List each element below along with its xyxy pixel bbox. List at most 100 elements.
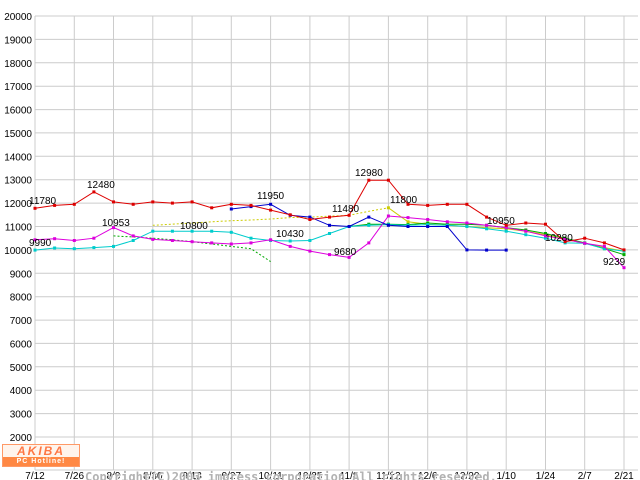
series-marker-magenta: [622, 266, 626, 270]
series-marker-magenta: [583, 241, 587, 245]
series-marker-blue: [426, 225, 430, 228]
x-axis-label: 9/13: [182, 471, 202, 480]
series-marker-yellow: [406, 220, 410, 224]
series-marker-cyan: [524, 233, 528, 237]
series-marker-red: [367, 178, 371, 182]
series-marker-magenta: [210, 241, 214, 245]
series-marker-red: [33, 206, 37, 210]
y-axis-label: 18000: [4, 59, 32, 70]
series-marker-red: [347, 213, 351, 217]
series-marker-magenta: [504, 226, 508, 230]
series-marker-cyan: [485, 227, 489, 231]
series-marker-red: [602, 241, 606, 245]
series-red: [34, 179, 625, 251]
series-marker-cyan: [249, 236, 253, 240]
series-marker-red: [190, 200, 194, 204]
x-axis-label: 8/30: [143, 471, 163, 480]
series-marker-blue: [504, 248, 508, 252]
y-axis-label: 2000: [10, 433, 33, 444]
y-axis-label: 14000: [4, 152, 32, 163]
series-marker-red: [406, 202, 410, 206]
series-marker-red: [328, 215, 331, 219]
series-marker-red: [92, 190, 96, 194]
series-marker-red: [131, 202, 135, 206]
x-axis-label: 7/12: [25, 471, 45, 480]
price-label: 10280: [545, 233, 573, 244]
y-axis-label: 11000: [5, 223, 33, 234]
series-marker-cyan: [367, 223, 371, 227]
series-marker-cyan: [170, 229, 174, 233]
series-marker-blue: [269, 202, 273, 206]
series-marker-cyan: [112, 244, 115, 248]
price-label: 11800: [390, 195, 418, 206]
series-marker-magenta: [524, 229, 528, 233]
series-marker-red: [622, 248, 626, 252]
series-marker-magenta: [72, 239, 76, 242]
series-marker-magenta: [386, 214, 390, 218]
series-marker-magenta: [308, 249, 312, 253]
series-marker-cyan: [53, 246, 57, 250]
x-axis-label: 12/6: [418, 471, 438, 480]
series-marker-red: [426, 203, 430, 207]
series-marker-magenta: [53, 237, 57, 241]
price-label: 12480: [87, 180, 115, 191]
y-axis-label: 9000: [10, 269, 33, 280]
series-marker-magenta: [544, 234, 547, 238]
series-marker-cyan: [72, 247, 76, 251]
y-axis-label: 3000: [10, 410, 33, 421]
price-label: 12980: [355, 168, 383, 179]
y-axis-label: 7000: [10, 316, 33, 327]
series-marker-cyan: [229, 230, 233, 234]
series-marker-red: [170, 201, 174, 205]
series-marker-magenta: [131, 234, 135, 238]
series-marker-magenta: [426, 218, 430, 221]
x-axis-label: 10/11: [258, 471, 283, 480]
series-marker-cyan: [328, 232, 331, 235]
price-label: 9239: [603, 257, 626, 268]
x-axis-label: 11/8: [340, 471, 359, 480]
y-axis-label: 20000: [4, 12, 32, 23]
series-marker-red: [563, 240, 567, 244]
price-label: 10950: [487, 216, 515, 227]
series-marker-magenta: [249, 241, 253, 245]
x-axis-label: 9/27: [222, 471, 242, 480]
series-marker-green: [426, 221, 430, 225]
x-axis-label: 8/9: [107, 471, 121, 480]
series-marker-red: [583, 236, 587, 240]
series-marker-blue: [347, 225, 351, 228]
series-marker-red: [544, 222, 547, 226]
price-label: 9990: [29, 238, 52, 249]
series-marker-red: [524, 221, 528, 225]
series-marker-red: [229, 202, 233, 206]
y-axis-label: 10000: [4, 246, 32, 257]
x-axis-label: 11/22: [376, 471, 401, 480]
series-marker-magenta: [33, 238, 37, 242]
y-axis-label: 19000: [4, 35, 32, 46]
series-marker-magenta: [347, 255, 351, 259]
y-axis-label: 12000: [4, 199, 32, 210]
series-marker-red: [210, 206, 214, 210]
y-axis-label: 16000: [4, 106, 32, 117]
x-axis-label: 1/24: [536, 471, 556, 480]
series-marker-magenta: [112, 226, 115, 230]
series-marker-green: [622, 253, 626, 257]
series-marker-red: [53, 203, 57, 207]
series-marker-red: [386, 178, 390, 182]
series-marker-blue: [445, 225, 449, 228]
series-marker-magenta: [92, 236, 96, 240]
series-marker-yellow: [386, 206, 390, 210]
price-label: 10800: [180, 221, 208, 232]
price-label: 9680: [334, 247, 357, 258]
series-marker-red: [269, 208, 273, 212]
y-axis-label: 13000: [4, 176, 32, 187]
y-axis-label: 17000: [4, 82, 32, 93]
y-axis-label: 15000: [4, 129, 32, 140]
series-marker-cyan: [426, 223, 430, 227]
series-marker-magenta: [367, 241, 371, 245]
y-axis-label: 5000: [10, 363, 33, 374]
series-marker-cyan: [465, 225, 469, 228]
series-marker-blue: [328, 223, 331, 227]
series-marker-magenta: [563, 237, 567, 241]
series-marker-green: [544, 232, 547, 235]
